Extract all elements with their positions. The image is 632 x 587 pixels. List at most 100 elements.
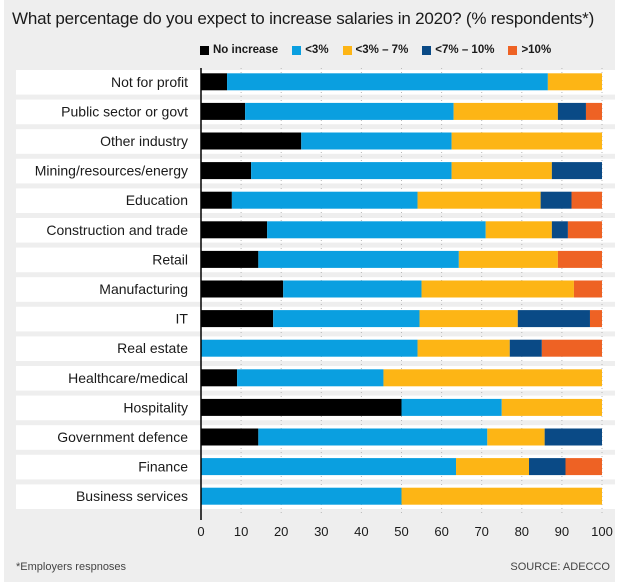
legend: No increase <3% <3% – 7% <7% – 10% >10% (200, 44, 551, 56)
bar-segment (201, 162, 252, 180)
bar-segment (557, 250, 602, 268)
legend-swatch (422, 45, 432, 55)
chart-title: What percentage do you expect to increas… (12, 9, 595, 28)
x-tick-label: 100 (591, 524, 613, 539)
legend-label: <3% (305, 44, 329, 56)
bar-segment (589, 310, 602, 328)
source-label: SOURCE: ADECCO (510, 561, 610, 573)
category-label: Real estate (117, 340, 188, 356)
category-label: Healthcare/medical (68, 370, 188, 386)
category-label: Not for profit (111, 74, 188, 90)
bar-segment (509, 339, 542, 357)
legend-item: No increase (200, 44, 278, 56)
bar-segment (251, 162, 452, 180)
bar-segment (417, 191, 541, 209)
bar-segment (201, 280, 284, 298)
bar-segment (267, 221, 486, 239)
x-tick-label: 0 (197, 524, 204, 539)
bar-segment (201, 132, 302, 150)
legend-swatch (342, 45, 352, 55)
legend-label: <3% – 7% (355, 44, 409, 56)
bar-segment (485, 221, 552, 239)
bar-segment (541, 339, 602, 357)
x-tick-label: 60 (434, 524, 448, 539)
bar-segment (201, 428, 259, 446)
bar-segment (585, 102, 602, 120)
bar-segment (245, 102, 454, 120)
bar-segment (544, 428, 602, 446)
bar-segment (540, 191, 572, 209)
category-label: Education (126, 192, 188, 208)
legend-swatch (200, 45, 209, 55)
bar-segment (517, 310, 590, 328)
bar-segment (201, 102, 246, 120)
category-label: Retail (152, 251, 188, 267)
x-tick-label: 90 (555, 524, 569, 539)
bar-segment (451, 162, 552, 180)
bar-segment (201, 339, 418, 357)
bar-segment (201, 250, 259, 268)
legend-swatch (508, 45, 518, 55)
footnote: *Employers respnoses (16, 561, 127, 573)
bar-segment (273, 310, 420, 328)
bar-segment (451, 132, 602, 150)
bar-segment (237, 369, 384, 387)
category-label: Business services (76, 488, 188, 504)
x-tick-label: 20 (274, 524, 288, 539)
category-label: Public sector or govt (61, 103, 188, 119)
bar-segment (201, 458, 457, 476)
bar-segment (557, 102, 586, 120)
bar-segment (458, 250, 558, 268)
bar-segment (501, 398, 602, 416)
bar-segment (456, 458, 530, 476)
bar-segment (419, 310, 518, 328)
category-label: Finance (138, 459, 188, 475)
category-label: Construction and trade (46, 222, 188, 238)
legend-label: <7% – 10% (435, 44, 495, 56)
bar-segment (201, 73, 228, 91)
bar-segment (201, 221, 268, 239)
legend-label: >10% (521, 44, 552, 56)
category-label: Mining/resources/energy (35, 163, 188, 179)
bar-segment (551, 221, 568, 239)
bar-segment (401, 398, 502, 416)
bar-segment (258, 428, 488, 446)
bar-segment (547, 73, 602, 91)
bar-segment (565, 458, 602, 476)
category-label: Government defence (57, 429, 188, 445)
category-label: Hospitality (123, 399, 188, 415)
bar-segment (201, 487, 402, 505)
bar-segment (567, 221, 602, 239)
legend-item: <3% (292, 44, 329, 56)
x-tick-label: 50 (394, 524, 408, 539)
bar-segment (201, 398, 402, 416)
category-label: Other industry (100, 133, 188, 149)
bar-segment (201, 369, 238, 387)
x-tick-label: 30 (314, 524, 328, 539)
bar-segment (283, 280, 422, 298)
category-label: IT (176, 311, 189, 327)
bar-segment (453, 102, 558, 120)
bar-segment (227, 73, 548, 91)
bar-segment (401, 487, 602, 505)
bar-segment (551, 162, 602, 180)
bar-segment (487, 428, 545, 446)
legend-label: No increase (213, 44, 279, 56)
bar-segment (201, 310, 274, 328)
bar-segment (258, 250, 459, 268)
bar-segment (301, 132, 452, 150)
bar-segment (231, 191, 418, 209)
x-tick-label: 40 (354, 524, 368, 539)
category-label: Manufacturing (99, 281, 188, 297)
bar-segment (529, 458, 566, 476)
bar-segment (421, 280, 574, 298)
x-tick-label: 80 (515, 524, 529, 539)
bar-segment (417, 339, 510, 357)
bar-segment (571, 191, 602, 209)
legend-swatch (292, 45, 302, 55)
x-tick-label: 70 (474, 524, 488, 539)
x-tick-label: 10 (234, 524, 248, 539)
legend-item: <7% – 10% (422, 44, 494, 56)
bar-segment (573, 280, 602, 298)
